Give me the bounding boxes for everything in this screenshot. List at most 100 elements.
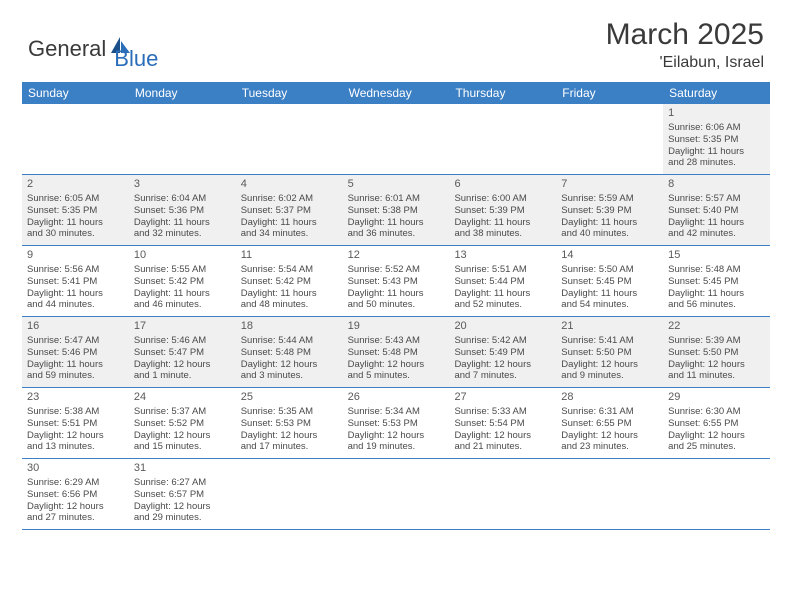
day-detail-line: and 44 minutes. <box>27 299 124 311</box>
logo-text-general: General <box>28 36 106 62</box>
day-detail-line: Sunrise: 5:38 AM <box>27 406 124 418</box>
day-cell: 8Sunrise: 5:57 AMSunset: 5:40 PMDaylight… <box>663 175 770 245</box>
day-detail-line: Daylight: 11 hours <box>348 288 445 300</box>
day-detail-line: Sunset: 5:54 PM <box>454 418 551 430</box>
day-detail-line: Sunrise: 5:37 AM <box>134 406 231 418</box>
day-detail-line: Sunrise: 6:04 AM <box>134 193 231 205</box>
day-number: 1 <box>668 107 765 121</box>
empty-cell <box>449 104 556 174</box>
day-detail-line: Daylight: 11 hours <box>454 217 551 229</box>
day-cell: 7Sunrise: 5:59 AMSunset: 5:39 PMDaylight… <box>556 175 663 245</box>
day-detail-line: Daylight: 11 hours <box>27 359 124 371</box>
day-detail-line: Daylight: 12 hours <box>27 501 124 513</box>
day-detail-line: Sunrise: 5:33 AM <box>454 406 551 418</box>
day-detail-line: Daylight: 12 hours <box>241 359 338 371</box>
day-cell: 10Sunrise: 5:55 AMSunset: 5:42 PMDayligh… <box>129 246 236 316</box>
day-detail-line: and 29 minutes. <box>134 512 231 524</box>
logo: General Blue <box>28 26 158 72</box>
day-detail-line: Sunset: 5:35 PM <box>27 205 124 217</box>
day-number: 22 <box>668 320 765 334</box>
day-detail-line: and 9 minutes. <box>561 370 658 382</box>
day-detail-line: and 5 minutes. <box>348 370 445 382</box>
day-detail-line: Daylight: 12 hours <box>134 430 231 442</box>
empty-cell <box>22 104 129 174</box>
logo-text-blue: Blue <box>114 46 158 72</box>
day-detail-line: Sunset: 5:50 PM <box>561 347 658 359</box>
day-number: 17 <box>134 320 231 334</box>
week-row: 30Sunrise: 6:29 AMSunset: 6:56 PMDayligh… <box>22 459 770 530</box>
day-cell: 23Sunrise: 5:38 AMSunset: 5:51 PMDayligh… <box>22 388 129 458</box>
weekday-header: Thursday <box>449 82 556 104</box>
day-cell: 2Sunrise: 6:05 AMSunset: 5:35 PMDaylight… <box>22 175 129 245</box>
day-detail-line: Sunrise: 5:44 AM <box>241 335 338 347</box>
day-detail-line: Daylight: 12 hours <box>27 430 124 442</box>
day-cell: 11Sunrise: 5:54 AMSunset: 5:42 PMDayligh… <box>236 246 343 316</box>
day-detail-line: Daylight: 12 hours <box>348 359 445 371</box>
day-detail-line: and 34 minutes. <box>241 228 338 240</box>
day-cell: 15Sunrise: 5:48 AMSunset: 5:45 PMDayligh… <box>663 246 770 316</box>
day-detail-line: and 11 minutes. <box>668 370 765 382</box>
day-detail-line: Sunset: 5:53 PM <box>348 418 445 430</box>
day-detail-line: and 15 minutes. <box>134 441 231 453</box>
day-detail-line: Sunset: 5:41 PM <box>27 276 124 288</box>
day-detail-line: Sunrise: 5:35 AM <box>241 406 338 418</box>
day-detail-line: Sunrise: 6:31 AM <box>561 406 658 418</box>
day-cell: 30Sunrise: 6:29 AMSunset: 6:56 PMDayligh… <box>22 459 129 529</box>
day-detail-line: Sunrise: 5:50 AM <box>561 264 658 276</box>
day-detail-line: and 32 minutes. <box>134 228 231 240</box>
day-cell: 20Sunrise: 5:42 AMSunset: 5:49 PMDayligh… <box>449 317 556 387</box>
day-number: 9 <box>27 249 124 263</box>
weekday-header: Wednesday <box>343 82 450 104</box>
day-number: 10 <box>134 249 231 263</box>
day-detail-line: Sunset: 5:38 PM <box>348 205 445 217</box>
day-number: 15 <box>668 249 765 263</box>
day-detail-line: Sunset: 5:43 PM <box>348 276 445 288</box>
day-detail-line: Daylight: 12 hours <box>561 359 658 371</box>
day-detail-line: Sunrise: 6:29 AM <box>27 477 124 489</box>
day-detail-line: Sunset: 5:45 PM <box>668 276 765 288</box>
day-detail-line: Daylight: 11 hours <box>668 217 765 229</box>
weeks-container: 1Sunrise: 6:06 AMSunset: 5:35 PMDaylight… <box>22 104 770 530</box>
month-title: March 2025 <box>606 18 764 52</box>
day-number: 2 <box>27 178 124 192</box>
day-detail-line: Sunrise: 5:43 AM <box>348 335 445 347</box>
day-detail-line: Sunrise: 6:01 AM <box>348 193 445 205</box>
empty-cell <box>236 459 343 529</box>
weekday-header-row: SundayMondayTuesdayWednesdayThursdayFrid… <box>22 82 770 104</box>
day-number: 26 <box>348 391 445 405</box>
day-number: 11 <box>241 249 338 263</box>
day-cell: 14Sunrise: 5:50 AMSunset: 5:45 PMDayligh… <box>556 246 663 316</box>
day-detail-line: Sunset: 5:39 PM <box>561 205 658 217</box>
calendar: SundayMondayTuesdayWednesdayThursdayFrid… <box>22 82 770 530</box>
day-detail-line: Daylight: 12 hours <box>454 430 551 442</box>
day-detail-line: Daylight: 11 hours <box>134 217 231 229</box>
day-detail-line: Daylight: 11 hours <box>668 146 765 158</box>
day-number: 5 <box>348 178 445 192</box>
day-detail-line: and 36 minutes. <box>348 228 445 240</box>
day-detail-line: and 13 minutes. <box>27 441 124 453</box>
day-cell: 1Sunrise: 6:06 AMSunset: 5:35 PMDaylight… <box>663 104 770 174</box>
week-row: 1Sunrise: 6:06 AMSunset: 5:35 PMDaylight… <box>22 104 770 175</box>
weekday-header: Saturday <box>663 82 770 104</box>
day-detail-line: Daylight: 11 hours <box>348 217 445 229</box>
day-cell: 5Sunrise: 6:01 AMSunset: 5:38 PMDaylight… <box>343 175 450 245</box>
day-cell: 17Sunrise: 5:46 AMSunset: 5:47 PMDayligh… <box>129 317 236 387</box>
day-detail-line: Daylight: 12 hours <box>134 501 231 513</box>
day-cell: 13Sunrise: 5:51 AMSunset: 5:44 PMDayligh… <box>449 246 556 316</box>
day-number: 24 <box>134 391 231 405</box>
day-detail-line: Sunset: 6:56 PM <box>27 489 124 501</box>
day-detail-line: and 42 minutes. <box>668 228 765 240</box>
day-detail-line: Sunrise: 6:00 AM <box>454 193 551 205</box>
day-detail-line: and 17 minutes. <box>241 441 338 453</box>
day-detail-line: Daylight: 11 hours <box>668 288 765 300</box>
day-detail-line: Daylight: 12 hours <box>134 359 231 371</box>
day-number: 28 <box>561 391 658 405</box>
day-detail-line: and 30 minutes. <box>27 228 124 240</box>
week-row: 16Sunrise: 5:47 AMSunset: 5:46 PMDayligh… <box>22 317 770 388</box>
day-number: 14 <box>561 249 658 263</box>
week-row: 9Sunrise: 5:56 AMSunset: 5:41 PMDaylight… <box>22 246 770 317</box>
day-cell: 27Sunrise: 5:33 AMSunset: 5:54 PMDayligh… <box>449 388 556 458</box>
day-cell: 24Sunrise: 5:37 AMSunset: 5:52 PMDayligh… <box>129 388 236 458</box>
day-number: 18 <box>241 320 338 334</box>
day-detail-line: Sunset: 5:45 PM <box>561 276 658 288</box>
